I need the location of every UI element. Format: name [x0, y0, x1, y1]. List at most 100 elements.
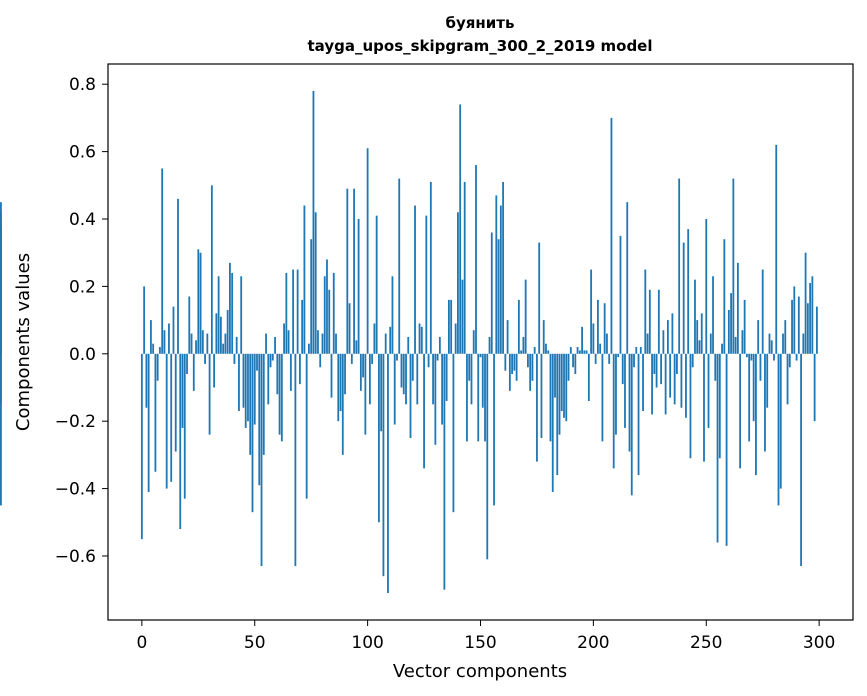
bar-118 [407, 336, 410, 354]
bar-227 [653, 353, 656, 375]
bar-214 [624, 353, 626, 428]
bar-110 [389, 326, 392, 354]
bar-275 [761, 269, 764, 354]
bar-129 [432, 353, 434, 405]
bar-112 [393, 353, 396, 425]
chart-title: буянить [446, 14, 515, 32]
bar-2 [145, 353, 148, 408]
bar-287 [788, 353, 791, 368]
bar-255 [716, 353, 719, 543]
bar-95 [355, 340, 358, 354]
bar-48 [249, 353, 252, 455]
bar-233 [666, 320, 669, 354]
bar-16 [177, 198, 179, 354]
bar-117 [405, 353, 407, 405]
chart-subtitle: tayga_upos_skipgram_300_2_2019 model [308, 37, 653, 55]
bar-69 [296, 269, 299, 354]
bar-166 [515, 353, 518, 381]
bar-193 [576, 347, 579, 354]
bar-259 [725, 353, 728, 546]
bar-85 [332, 272, 335, 354]
bar-54 [262, 353, 265, 455]
bar-240 [682, 242, 685, 354]
bar-40 [231, 272, 234, 354]
bar-73 [305, 353, 308, 499]
bar-264 [736, 262, 739, 354]
bar-135 [445, 353, 448, 401]
x-tick-label-100: 100 [351, 633, 383, 653]
bar-218 [633, 353, 635, 368]
bar-126 [425, 215, 428, 354]
bar-246 [696, 320, 699, 354]
bar-100 [366, 148, 369, 354]
bar-250 [705, 219, 708, 354]
bar-271 [752, 353, 755, 422]
bar-176 [538, 242, 541, 354]
bar-134 [443, 353, 446, 590]
bar-119 [409, 353, 412, 439]
bar-244 [691, 353, 694, 368]
bar-269 [748, 353, 751, 442]
bar-102 [371, 353, 374, 364]
bar-140 [457, 212, 459, 354]
bar-34 [217, 276, 220, 354]
bar-196 [583, 350, 586, 354]
bar-111 [391, 276, 394, 354]
bar-115 [400, 353, 403, 388]
bar-80 [321, 333, 324, 354]
bar-106 [380, 353, 383, 432]
bar-208 [610, 117, 613, 354]
bar-211 [617, 353, 620, 358]
bar-249 [703, 353, 705, 462]
bar-221 [639, 347, 642, 354]
bar-226 [651, 353, 653, 415]
bar-62 [280, 353, 283, 442]
bar-190 [569, 347, 572, 354]
bar-148 [475, 165, 477, 354]
bar-50 [253, 353, 256, 425]
y-tick-label-1: −0.4 [55, 480, 96, 500]
bar-274 [759, 353, 762, 381]
bar-75 [310, 239, 313, 354]
bar-181 [549, 353, 552, 442]
bar-130 [434, 353, 437, 445]
bar-undefined [0, 353, 2, 506]
bar-25 [197, 249, 200, 354]
bar-139 [454, 323, 457, 354]
bar-197 [585, 350, 588, 354]
bar-37 [224, 333, 227, 354]
bar-289 [793, 286, 796, 354]
bar-99 [364, 353, 367, 435]
bar-71 [301, 299, 304, 354]
bar-195 [581, 326, 583, 354]
bar-241 [685, 353, 687, 418]
bar-230 [660, 353, 663, 385]
bar-179 [545, 343, 547, 354]
bar-78 [317, 330, 319, 354]
bar-138 [452, 353, 455, 513]
bar-52 [258, 353, 261, 486]
bar-143 [463, 181, 466, 354]
bar-262 [732, 178, 735, 354]
bar-243 [689, 353, 692, 459]
bar-297 [811, 276, 814, 354]
bar-199 [590, 269, 593, 354]
bar-202 [596, 299, 599, 354]
bar-284 [782, 333, 784, 354]
bar-189 [567, 353, 570, 381]
bar-6 [154, 353, 157, 472]
bar-188 [565, 353, 568, 422]
bar-165 [513, 353, 516, 371]
bar-10 [163, 330, 166, 354]
bar-137 [450, 299, 453, 354]
bar-132 [438, 336, 441, 354]
y-tick-label-0: −0.6 [55, 547, 96, 567]
bar-9 [161, 168, 164, 354]
bar-182 [551, 353, 554, 492]
bar-198 [587, 353, 590, 401]
bar-191 [572, 353, 574, 368]
bar-155 [490, 232, 493, 354]
bar-83 [328, 289, 331, 354]
bar-28 [204, 353, 206, 364]
